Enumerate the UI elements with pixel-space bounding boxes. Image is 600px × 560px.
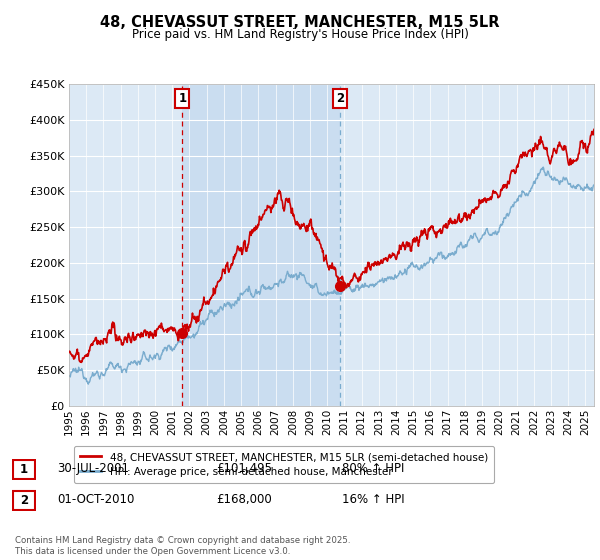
Text: 2: 2: [20, 493, 28, 507]
Text: 48, CHEVASSUT STREET, MANCHESTER, M15 5LR: 48, CHEVASSUT STREET, MANCHESTER, M15 5L…: [100, 15, 500, 30]
Text: 80% ↑ HPI: 80% ↑ HPI: [342, 462, 404, 475]
Text: 2: 2: [336, 92, 344, 105]
Bar: [182, 84, 340, 406]
Legend: 48, CHEVASSUT STREET, MANCHESTER, M15 5LR (semi-detached house), HPI: Average pr: 48, CHEVASSUT STREET, MANCHESTER, M15 5L…: [74, 446, 494, 483]
Text: 1: 1: [20, 463, 28, 476]
FancyBboxPatch shape: [13, 460, 35, 479]
FancyBboxPatch shape: [13, 491, 35, 510]
Text: 16% ↑ HPI: 16% ↑ HPI: [342, 493, 404, 506]
Text: Contains HM Land Registry data © Crown copyright and database right 2025.
This d: Contains HM Land Registry data © Crown c…: [15, 536, 350, 556]
Text: £168,000: £168,000: [216, 493, 272, 506]
Text: 1: 1: [178, 92, 187, 105]
Text: £101,495: £101,495: [216, 462, 272, 475]
Text: 01-OCT-2010: 01-OCT-2010: [57, 493, 134, 506]
Text: 30-JUL-2001: 30-JUL-2001: [57, 462, 129, 475]
Text: Price paid vs. HM Land Registry's House Price Index (HPI): Price paid vs. HM Land Registry's House …: [131, 28, 469, 41]
